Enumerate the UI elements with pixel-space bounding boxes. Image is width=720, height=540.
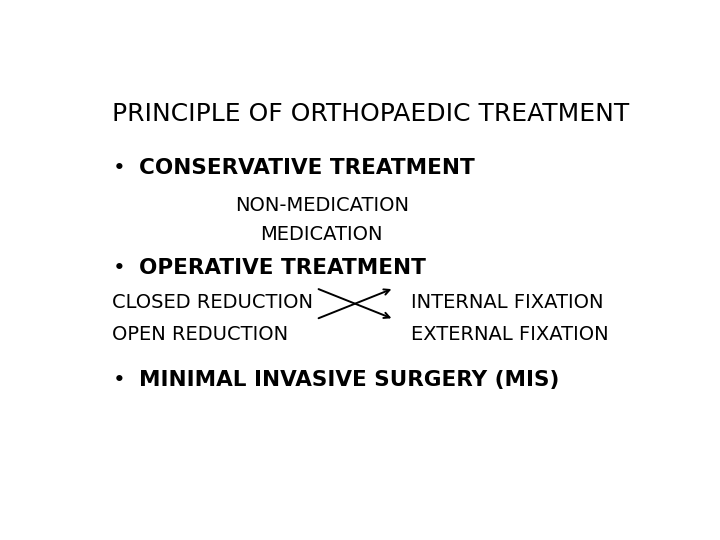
Text: •: • — [112, 370, 125, 390]
Text: CLOSED REDUCTION: CLOSED REDUCTION — [112, 294, 313, 313]
Text: OPEN REDUCTION: OPEN REDUCTION — [112, 325, 289, 343]
Text: EXTERNAL FIXATION: EXTERNAL FIXATION — [411, 325, 608, 343]
Text: •: • — [112, 258, 125, 278]
Text: •: • — [112, 158, 125, 178]
Text: OPERATIVE TREATMENT: OPERATIVE TREATMENT — [139, 258, 426, 278]
Text: MINIMAL INVASIVE SURGERY (MIS): MINIMAL INVASIVE SURGERY (MIS) — [139, 370, 559, 390]
Text: MEDICATION: MEDICATION — [260, 225, 383, 244]
Text: NON-MEDICATION: NON-MEDICATION — [235, 196, 409, 215]
Text: CONSERVATIVE TREATMENT: CONSERVATIVE TREATMENT — [139, 158, 475, 178]
Text: PRINCIPLE OF ORTHOPAEDIC TREATMENT: PRINCIPLE OF ORTHOPAEDIC TREATMENT — [112, 102, 629, 126]
Text: INTERNAL FIXATION: INTERNAL FIXATION — [411, 294, 603, 313]
